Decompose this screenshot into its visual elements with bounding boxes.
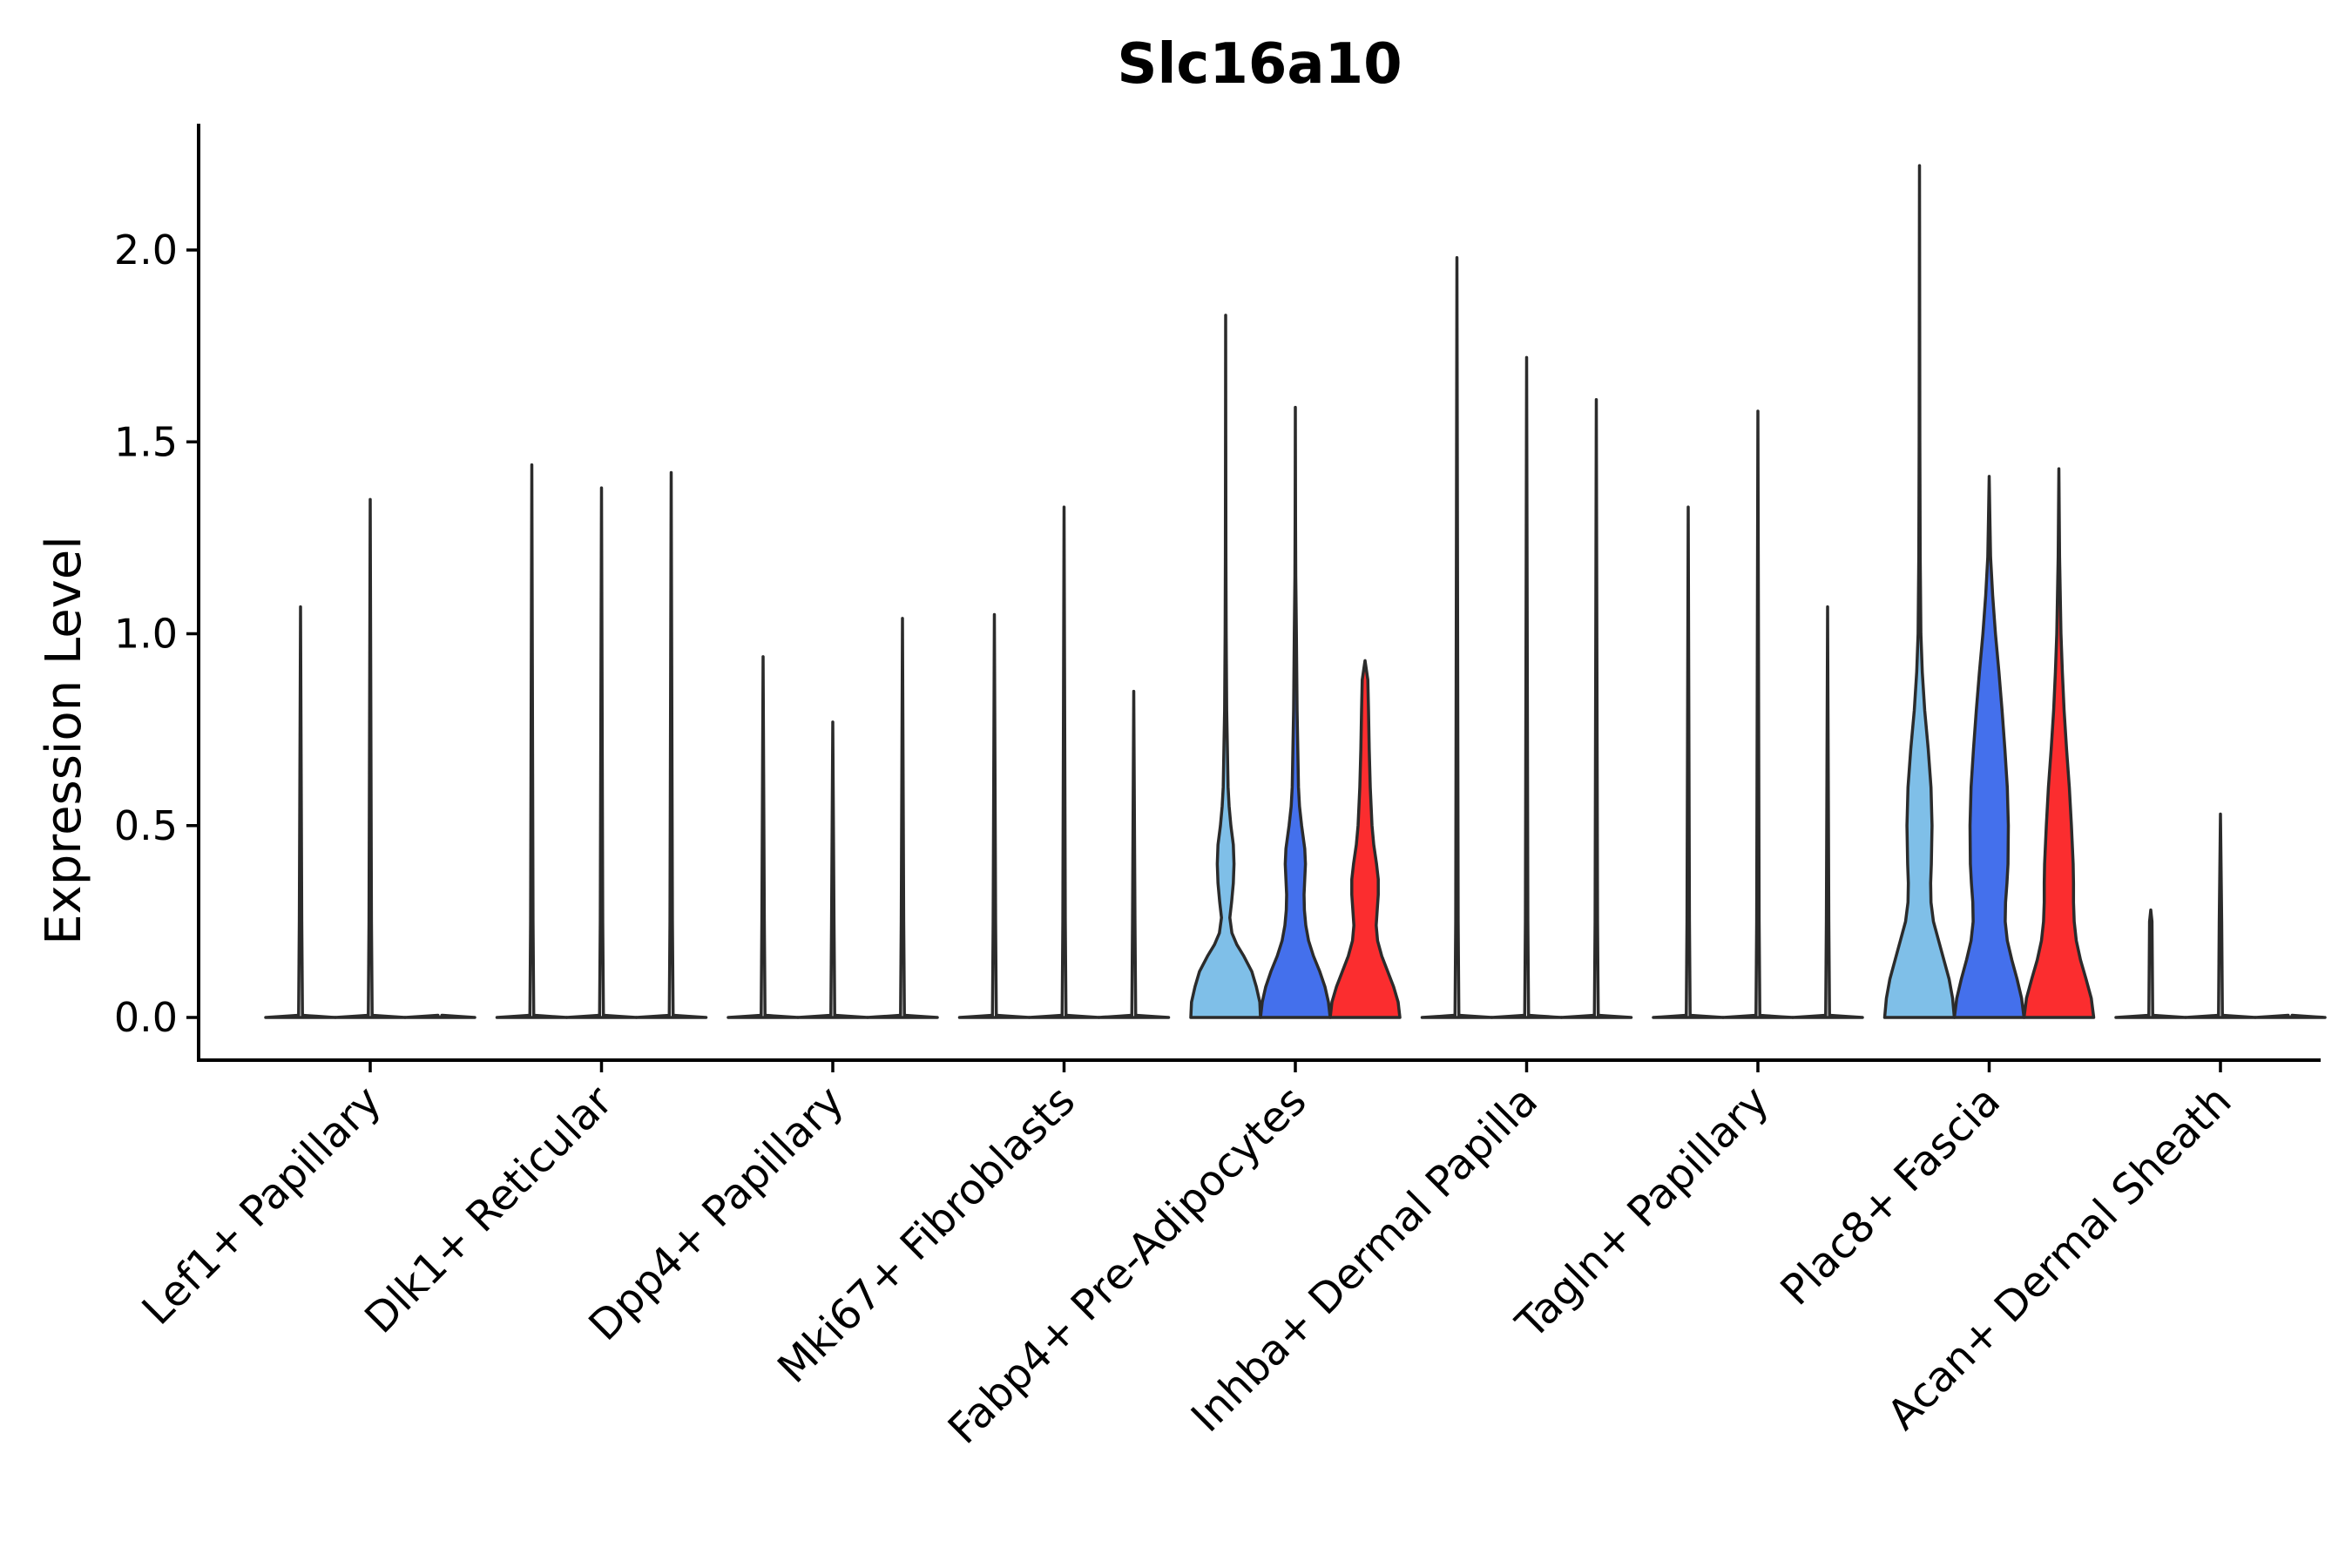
violin-light_blue	[2114, 908, 2187, 1019]
y-tick-label: 0.5	[114, 802, 178, 849]
violin-light_blue	[727, 655, 800, 1019]
x-tick-label: Tagln+ Papillary	[1506, 1077, 1778, 1348]
y-tick-label: 0.0	[114, 994, 178, 1041]
violin-light_blue	[1189, 314, 1262, 1019]
category-group	[495, 463, 708, 1019]
category-group	[264, 497, 476, 1019]
plot-area	[264, 164, 2327, 1019]
violin-light_blue	[957, 612, 1031, 1019]
violin-light_blue	[1652, 505, 1725, 1019]
violin-light_blue	[1420, 256, 1494, 1019]
x-tick-label: Dpp4+ Papillary	[579, 1077, 853, 1350]
category-group	[1882, 164, 2096, 1019]
violin-blue	[1721, 409, 1794, 1019]
category-group	[2114, 812, 2327, 1019]
violin-blue	[796, 720, 869, 1019]
violin-blue	[1027, 505, 1101, 1019]
category-group	[1189, 314, 1402, 1019]
violin-blue	[1259, 405, 1332, 1019]
y-tick-label: 1.5	[114, 418, 178, 465]
violin-blue	[2184, 812, 2257, 1019]
violin-red	[1097, 689, 1171, 1019]
violin-red	[1559, 398, 1633, 1019]
y-tick-label: 2.0	[114, 226, 178, 274]
category-group	[727, 617, 939, 1019]
violin-blue	[564, 486, 639, 1019]
category-group	[1652, 409, 1864, 1019]
violin-red	[2254, 1013, 2327, 1019]
violin-blue	[1952, 475, 2026, 1019]
category-group	[957, 505, 1171, 1019]
x-tick-label: Dlk1+ Reticular	[355, 1077, 622, 1343]
violin-light_blue	[264, 605, 337, 1019]
violin-red	[1791, 605, 1864, 1019]
violin-red	[2022, 467, 2096, 1019]
violin-red	[403, 1013, 476, 1019]
violin-blue	[334, 497, 407, 1019]
x-tick-label: Lef1+ Papillary	[133, 1077, 391, 1335]
violin-light_blue	[1882, 164, 1957, 1019]
x-tick-label: Plac8+ Fascia	[1771, 1077, 2010, 1315]
violin-red	[866, 617, 939, 1019]
violin-light_blue	[495, 463, 569, 1019]
y-axis-ticks: 0.0 0.5 1.0 1.5 2.0	[114, 226, 199, 1041]
violin-blue	[1490, 355, 1564, 1019]
category-group	[1420, 256, 1633, 1019]
chart-title: Slc16a10	[1117, 32, 1402, 97]
y-tick-label: 1.0	[114, 611, 178, 658]
violin-red	[1328, 659, 1402, 1019]
violin-red	[634, 470, 708, 1019]
y-axis-label: Expression Level	[36, 536, 92, 945]
